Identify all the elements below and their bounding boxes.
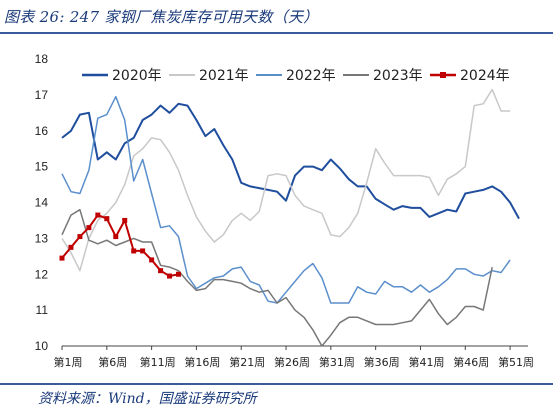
- data-point-2024年: [122, 217, 128, 223]
- legend-label: 2024年: [460, 68, 510, 84]
- x-tick-label: 第26周: [274, 355, 310, 369]
- x-tick-label: 第46周: [453, 355, 489, 369]
- data-point-2024年: [158, 268, 164, 274]
- y-tick-label: 14: [35, 196, 49, 210]
- data-point-2024年: [113, 234, 119, 240]
- x-tick-label: 第16周: [184, 355, 220, 369]
- legend-marker: [440, 72, 446, 78]
- y-tick-label: 15: [35, 160, 49, 174]
- data-point-2024年: [140, 248, 146, 254]
- y-tick-label: 16: [35, 124, 49, 138]
- chart-title: 图表 26: 247 家钢厂焦炭库存可用天数（天）: [4, 8, 319, 26]
- data-point-2024年: [68, 244, 74, 250]
- y-tick-label: 17: [35, 88, 49, 102]
- series-line-2024年: [61, 214, 179, 277]
- legend-label: 2020年: [112, 68, 162, 84]
- data-point-2024年: [131, 248, 137, 254]
- data-point-2024年: [104, 216, 110, 222]
- data-point-2024年: [167, 273, 173, 279]
- axes: 10 11 12 13 14 15 16 17 18 第1周 第6周 第11周 第16周 第21周 第26周…: [35, 52, 534, 369]
- x-tick-label: 第41周: [408, 355, 444, 369]
- x-tick-label: 第36周: [364, 355, 400, 369]
- data-point-2024年: [95, 212, 101, 218]
- x-tick-label: 第11周: [140, 355, 176, 369]
- series-line-2022年: [61, 95, 511, 304]
- data-point-2024年: [86, 225, 92, 231]
- source-note: 资料来源：Wind，国盛证券研究所: [38, 391, 257, 407]
- series-line-2020年: [61, 102, 520, 220]
- title-rule: [0, 32, 553, 34]
- source-rule: [0, 383, 553, 385]
- series-line-2023年: [61, 208, 493, 347]
- y-tick-label: 13: [35, 231, 49, 245]
- legend-label: 2022年: [286, 68, 336, 84]
- x-tick-label: 第31周: [319, 355, 355, 369]
- legend-label: 2021年: [199, 68, 249, 84]
- y-tick-label: 18: [35, 52, 49, 66]
- x-tick-label: 第1周: [54, 355, 83, 369]
- legend: 2020年 2021年 2022年 2023年 2024年: [82, 68, 510, 84]
- x-tick-label: 第51周: [498, 355, 534, 369]
- data-point-2024年: [149, 257, 155, 263]
- y-tick-label: 10: [35, 339, 49, 353]
- data-point-2024年: [77, 234, 83, 240]
- data-point-2024年: [176, 271, 181, 277]
- y-tick-label: 12: [35, 267, 49, 281]
- series-lines: [59, 88, 520, 347]
- line-chart: 10 11 12 13 14 15 16 17 18 第1周 第6周 第11周 第16周 第21周 第26周…: [35, 52, 534, 369]
- series-line-2021年: [61, 88, 511, 272]
- legend-label: 2023年: [373, 68, 423, 84]
- y-tick-label: 11: [36, 303, 49, 317]
- data-point-2024年: [59, 255, 65, 261]
- x-tick-label: 第6周: [98, 355, 127, 369]
- x-tick-label: 第21周: [229, 355, 265, 369]
